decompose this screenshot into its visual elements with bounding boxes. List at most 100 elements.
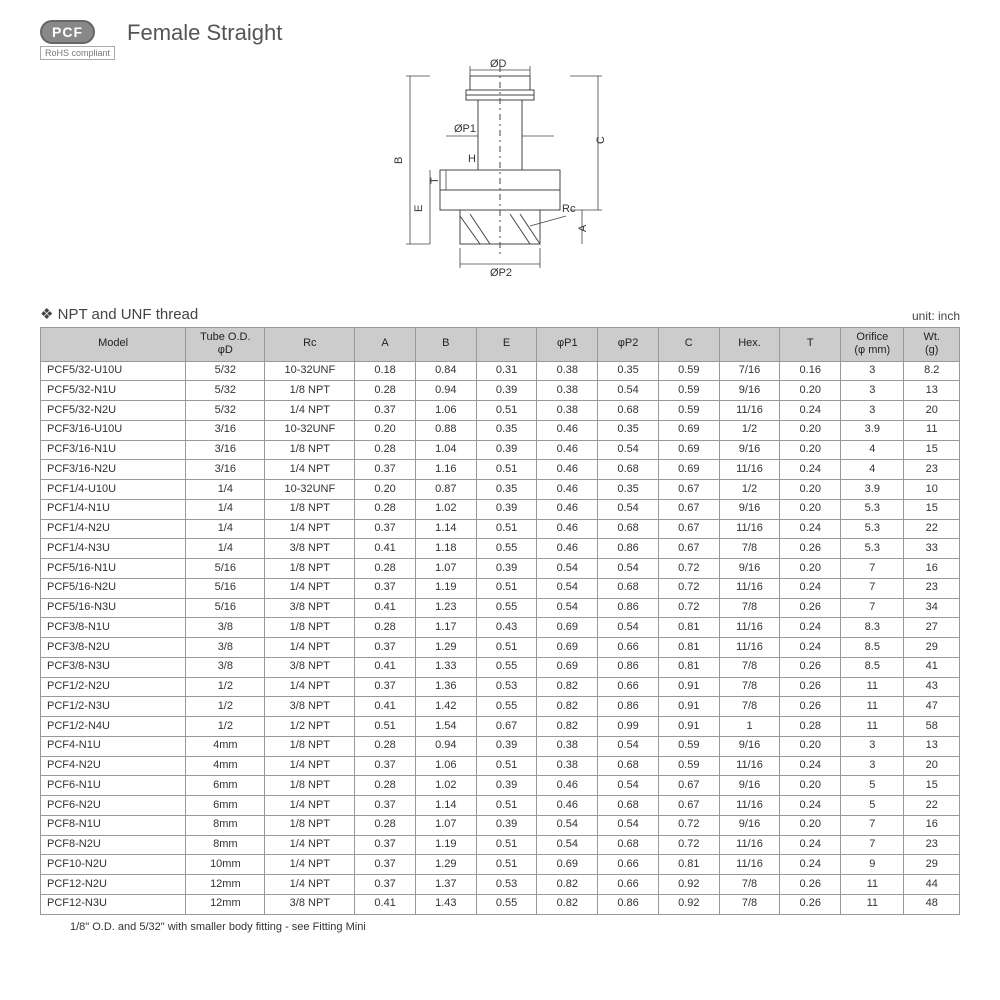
data-cell: 11/16	[719, 855, 780, 875]
data-cell: 5/32	[186, 361, 265, 381]
data-cell: 4mm	[186, 756, 265, 776]
data-cell: 11	[841, 875, 904, 895]
data-cell: 1/4 NPT	[265, 638, 355, 658]
data-cell: 22	[904, 796, 960, 816]
data-cell: 11/16	[719, 618, 780, 638]
data-cell: 0.51	[476, 756, 537, 776]
svg-text:C: C	[595, 136, 607, 144]
column-header: Rc	[265, 328, 355, 362]
column-header: B	[415, 328, 476, 362]
data-cell: 11	[904, 420, 960, 440]
header: PCF RoHS compliant Female Straight	[40, 20, 960, 60]
model-cell: PCF8-N1U	[41, 815, 186, 835]
data-cell: 0.54	[537, 559, 598, 579]
svg-text:A: A	[577, 224, 589, 232]
model-cell: PCF3/16-N2U	[41, 460, 186, 480]
data-cell: 0.81	[658, 855, 719, 875]
data-cell: 0.28	[355, 618, 416, 638]
data-cell: 0.18	[355, 361, 416, 381]
data-cell: 0.86	[598, 697, 659, 717]
data-cell: 43	[904, 677, 960, 697]
model-cell: PCF5/16-N2U	[41, 578, 186, 598]
data-cell: 0.26	[780, 875, 841, 895]
data-cell: 1/4 NPT	[265, 875, 355, 895]
data-cell: 6mm	[186, 776, 265, 796]
data-cell: 0.68	[598, 401, 659, 421]
data-cell: 10-32UNF	[265, 480, 355, 500]
data-cell: 0.68	[598, 460, 659, 480]
model-cell: PCF6-N2U	[41, 796, 186, 816]
data-cell: 10	[904, 480, 960, 500]
column-header: T	[780, 328, 841, 362]
data-cell: 0.26	[780, 657, 841, 677]
data-cell: 0.26	[780, 894, 841, 914]
data-cell: 7	[841, 815, 904, 835]
data-cell: 1.42	[415, 697, 476, 717]
data-cell: 0.37	[355, 855, 416, 875]
data-cell: 1.06	[415, 401, 476, 421]
data-cell: 0.37	[355, 401, 416, 421]
data-cell: 0.72	[658, 598, 719, 618]
data-cell: 0.37	[355, 796, 416, 816]
data-cell: 1.16	[415, 460, 476, 480]
data-cell: 0.37	[355, 638, 416, 658]
model-cell: PCF1/2-N2U	[41, 677, 186, 697]
data-cell: 0.69	[658, 440, 719, 460]
data-cell: 0.55	[476, 657, 537, 677]
data-cell: 0.51	[476, 401, 537, 421]
data-cell: 1.54	[415, 717, 476, 737]
data-cell: 0.24	[780, 578, 841, 598]
data-cell: 15	[904, 776, 960, 796]
data-cell: 0.46	[537, 539, 598, 559]
data-cell: 0.92	[658, 875, 719, 895]
model-cell: PCF12-N2U	[41, 875, 186, 895]
data-cell: 0.87	[415, 480, 476, 500]
data-cell: 1/2	[186, 717, 265, 737]
data-cell: 3/8 NPT	[265, 657, 355, 677]
data-cell: 0.39	[476, 381, 537, 401]
data-cell: 0.82	[537, 875, 598, 895]
table-row: PCF3/8-N1U3/81/8 NPT0.281.170.430.690.54…	[41, 618, 960, 638]
data-cell: 1.17	[415, 618, 476, 638]
data-cell: 1.37	[415, 875, 476, 895]
data-cell: 11/16	[719, 401, 780, 421]
data-cell: 1/2	[186, 697, 265, 717]
data-cell: 0.55	[476, 894, 537, 914]
data-cell: 3.9	[841, 480, 904, 500]
data-cell: 0.38	[537, 401, 598, 421]
data-cell: 0.66	[598, 855, 659, 875]
data-cell: 0.84	[415, 361, 476, 381]
data-cell: 0.54	[537, 835, 598, 855]
table-row: PCF3/16-N2U3/161/4 NPT0.371.160.510.460.…	[41, 460, 960, 480]
table-row: PCF12-N3U12mm3/8 NPT0.411.430.550.820.86…	[41, 894, 960, 914]
data-cell: 0.39	[476, 736, 537, 756]
svg-text:E: E	[413, 205, 425, 212]
data-cell: 0.20	[780, 736, 841, 756]
model-cell: PCF5/32-N2U	[41, 401, 186, 421]
model-cell: PCF8-N2U	[41, 835, 186, 855]
data-cell: 3/8	[186, 618, 265, 638]
data-cell: 0.24	[780, 618, 841, 638]
data-cell: 0.86	[598, 894, 659, 914]
data-cell: 29	[904, 855, 960, 875]
data-cell: 1.29	[415, 855, 476, 875]
data-cell: 7/8	[719, 539, 780, 559]
data-cell: 0.59	[658, 756, 719, 776]
data-cell: 1/4 NPT	[265, 677, 355, 697]
data-cell: 0.81	[658, 657, 719, 677]
model-cell: PCF3/8-N1U	[41, 618, 186, 638]
data-cell: 0.92	[658, 894, 719, 914]
model-cell: PCF12-N3U	[41, 894, 186, 914]
data-cell: 0.54	[598, 815, 659, 835]
data-cell: 0.67	[476, 717, 537, 737]
data-cell: 0.51	[476, 796, 537, 816]
svg-text:ØD: ØD	[490, 58, 507, 70]
data-cell: 0.68	[598, 578, 659, 598]
data-cell: 0.37	[355, 835, 416, 855]
data-cell: 7/8	[719, 894, 780, 914]
data-cell: 1/4 NPT	[265, 519, 355, 539]
data-cell: 9/16	[719, 559, 780, 579]
data-cell: 0.81	[658, 618, 719, 638]
data-cell: 0.38	[537, 381, 598, 401]
data-cell: 7	[841, 559, 904, 579]
